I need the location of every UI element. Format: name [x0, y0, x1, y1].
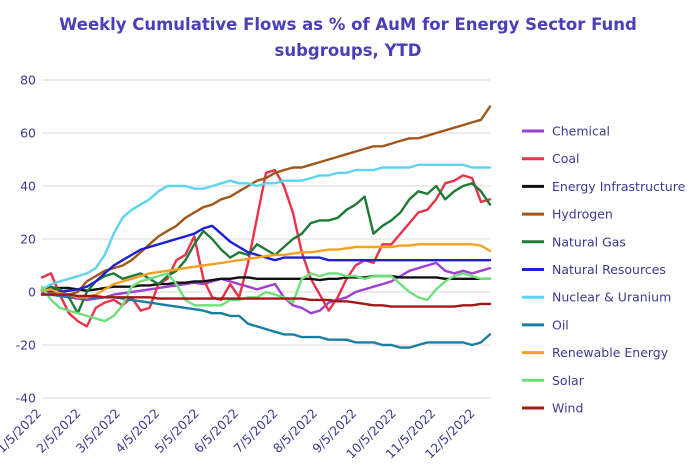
series-lines: [40, 105, 492, 349]
chart-title: Weekly Cumulative Flows as % of AuM for …: [59, 15, 637, 60]
y-tick-label: 80: [20, 73, 36, 88]
x-axis-tick-labels: 1/5/20222/5/20223/5/20224/5/20225/5/2022…: [0, 406, 478, 462]
series-line-hydrogen: [40, 105, 492, 296]
series-line-solar: [40, 272, 492, 323]
gridlines: [42, 79, 490, 399]
y-tick-label: -40: [16, 391, 36, 406]
legend-label: Natural Gas: [552, 234, 626, 249]
y-tick-label: 20: [20, 232, 36, 247]
series-line-natural-gas: [40, 182, 492, 315]
series-line-chemical: [40, 261, 492, 315]
legend: Chemical Coal Energy Infrastructure Hydroge…: [522, 124, 686, 416]
y-axis-tick-labels: 80 60 40 20 0 -20 -40: [16, 73, 36, 406]
legend-label: Wind: [552, 401, 583, 416]
legend-label: Natural Resources: [552, 262, 666, 277]
y-tick-label: 0: [28, 285, 36, 300]
series-line-natural-resources: [40, 224, 492, 294]
series-line-nuclear-uranium: [40, 163, 492, 291]
legend-label: Coal: [552, 151, 580, 166]
y-tick-label: 60: [20, 126, 36, 141]
y-tick-label: -20: [16, 338, 36, 353]
chart-title-line-1: Weekly Cumulative Flows as % of AuM for …: [59, 15, 637, 34]
series-line-oil: [40, 293, 492, 349]
legend-label: Solar: [552, 373, 585, 388]
y-tick-label: 40: [20, 179, 36, 194]
series-line-renewable-energy: [40, 243, 492, 299]
series-line-coal: [40, 168, 492, 328]
chart-title-line-2: subgroups, YTD: [275, 41, 422, 60]
legend-label: Renewable Energy: [552, 345, 669, 360]
series-line-wind: [40, 293, 492, 308]
legend-label: Chemical: [552, 124, 610, 139]
legend-label: Nuclear & Uranium: [552, 290, 671, 305]
series-line-energy-infrastructure: [40, 274, 492, 292]
legend-label: Oil: [552, 317, 569, 332]
legend-label: Hydrogen: [552, 207, 613, 222]
legend-label: Energy Infrastructure: [552, 179, 686, 194]
